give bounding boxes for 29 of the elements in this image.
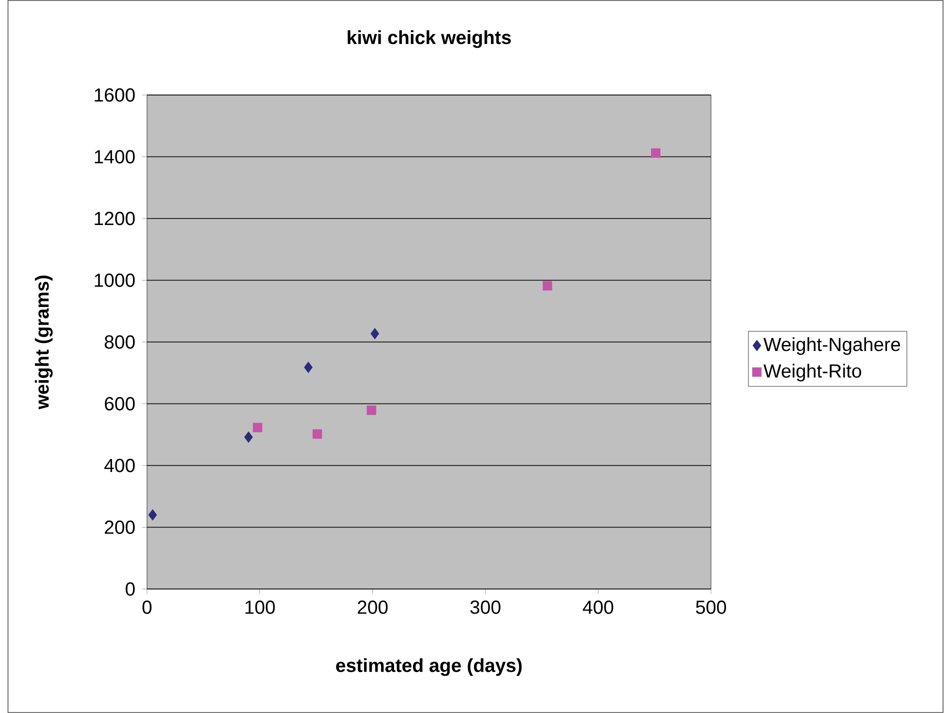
y-tick-label: 800 (104, 335, 135, 349)
x-tick-label: 0 (142, 600, 152, 614)
y-axis-title: weight (grams) (34, 276, 53, 410)
point (304, 362, 313, 374)
y-tick-label: 0 (126, 582, 135, 596)
x-tick-label: 400 (582, 600, 614, 614)
point (366, 406, 376, 415)
point (148, 509, 157, 521)
y-tick-label: 1400 (94, 150, 135, 164)
point (651, 148, 660, 158)
y-tick-label: 400 (104, 458, 135, 472)
point (370, 328, 380, 340)
y-tick-label: 1200 (94, 212, 135, 226)
point (542, 281, 552, 291)
y-tick-label: 200 (104, 520, 135, 534)
x-tick-label: 100 (245, 600, 275, 614)
y-tick-label: 1000 (94, 274, 135, 287)
y-tick-label: 600 (104, 397, 135, 410)
x-tick-label: 500 (696, 600, 726, 614)
chart-title: kiwi chick weights (348, 30, 511, 48)
legend-label: Weight-Ngahere (763, 337, 900, 355)
y-tick-label: 1600 (94, 88, 135, 102)
legend-label: Weight-Rito (763, 364, 862, 382)
point (244, 431, 253, 443)
point (252, 422, 262, 432)
x-tick-label: 300 (470, 600, 500, 614)
x-axis-title: estimated age (days) (336, 658, 522, 676)
x-tick-label: 200 (358, 600, 388, 614)
point (312, 429, 322, 439)
